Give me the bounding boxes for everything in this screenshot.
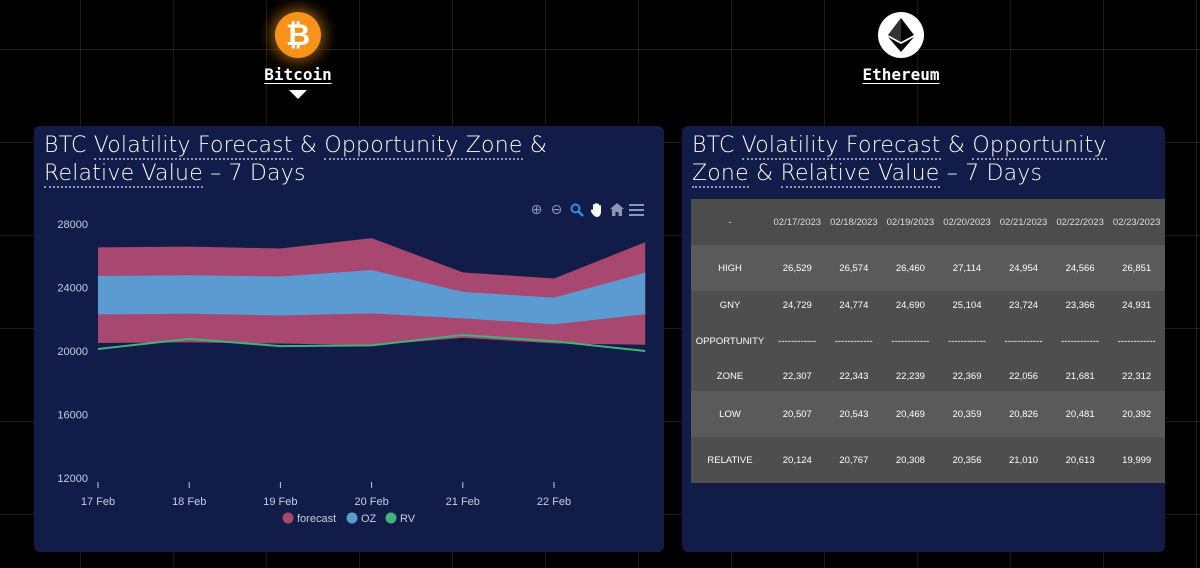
btc-forecast-chart-panel: BTC Volatility Forecast & Opportunity Zo… [34, 126, 664, 552]
table-header-date: 02/19/2023 [886, 216, 935, 228]
bitcoin-icon[interactable]: ₿ [275, 12, 321, 58]
table-cell: 20,507 [782, 408, 812, 420]
table-row-low: LOW 20,507 20,543 20,469 20,359 20,826 2… [691, 391, 1165, 437]
table-header-date: 02/18/2023 [830, 216, 878, 228]
y-tick-label: 24000 [57, 283, 88, 295]
table-cell: 20,356 [952, 454, 982, 466]
ethereum-icon[interactable] [878, 12, 924, 58]
table-header-date: 02/23/2023 [1112, 216, 1161, 228]
table-cell: 20,308 [895, 454, 925, 466]
y-tick-label: 20000 [57, 346, 88, 358]
selected-caret-icon [289, 90, 307, 99]
table-cell: 26,529 [782, 262, 812, 274]
bitcoin-selector[interactable]: ₿ Bitcoin [218, 12, 378, 99]
table-panel-title: BTC Volatility Forecast & Opportunity Zon… [692, 133, 1107, 188]
y-tick-label: 12000 [57, 473, 88, 485]
x-tick-label: 19 Feb [263, 496, 297, 508]
legend-label: OZ [361, 513, 377, 525]
x-tick-label: 20 Feb [354, 496, 388, 508]
chart-toolbar: ⊕ ⊖ [529, 201, 644, 218]
row-label: GNY OPPORTUNITY ZONE [695, 300, 765, 382]
table-cell: 19,999 [1122, 454, 1152, 466]
zoom-select-icon[interactable] [569, 202, 584, 217]
table-row-relative: RELATIVE 20,124 20,767 20,308 20,356 21,… [691, 437, 1165, 483]
forecast-table: - 02/17/2023 02/18/2023 02/19/2023 02/20… [691, 199, 1165, 483]
y-tick-label: 28000 [57, 219, 88, 231]
rv-line [97, 333, 646, 353]
table-cell: 24,690 ------------ 22,239 [891, 300, 930, 382]
legend-marker-forecast [282, 512, 294, 524]
table-cell: 23,366 ------------ 21,681 [1061, 300, 1100, 382]
zoom-out-icon[interactable]: ⊖ [550, 201, 563, 218]
volatility-chart: 12000 16000 20000 24000 28000 17 Feb 18 Feb 19 … [57, 219, 646, 525]
table-cell: 24,566 [1065, 262, 1095, 274]
table-cell: 20,613 [1065, 454, 1095, 466]
legend-marker-rv [385, 512, 397, 524]
x-tick-label: 22 Feb [537, 496, 571, 508]
table-cell: 20,543 [839, 408, 869, 420]
table-header-corner: - [728, 216, 732, 228]
btc-forecast-table-panel: BTC Volatility Forecast & Opportunity Zon… [682, 126, 1165, 552]
table-cell: 26,574 [839, 262, 869, 274]
table-cell: 24,729 ------------ 22,307 [778, 300, 817, 382]
ethereum-selector[interactable]: Ethereum [821, 12, 981, 84]
table-header-date: 02/20/2023 [943, 216, 991, 228]
y-tick-label: 16000 [57, 410, 88, 422]
table-cell: 24,774 ------------ 22,343 [834, 300, 873, 382]
table-cell: 20,392 [1122, 408, 1152, 420]
table-cell: 20,359 [952, 408, 982, 420]
bitcoin-link[interactable]: Bitcoin [264, 65, 332, 84]
row-label: HIGH [718, 262, 742, 274]
menu-icon[interactable] [629, 202, 644, 217]
table-header-row: - 02/17/2023 02/18/2023 02/19/2023 02/20… [691, 199, 1165, 245]
row-label: RELATIVE [707, 454, 753, 466]
table-row-opportunity-zone: GNY OPPORTUNITY ZONE 24,729 ------------ 2… [691, 291, 1165, 391]
table-header-date: 02/22/2023 [1056, 216, 1104, 228]
table-cell: 27,114 [952, 262, 982, 274]
table-cell: 20,481 [1065, 408, 1095, 420]
table-cell: 23,724 ------------ 22,056 [1004, 300, 1043, 382]
table-cell: 21,010 [1009, 454, 1039, 466]
x-tick-label: 21 Feb [446, 496, 480, 508]
home-reset-icon[interactable] [609, 202, 624, 217]
table-cell: 25,104 ------------ 22,369 [947, 300, 986, 382]
zoom-in-icon[interactable]: ⊕ [530, 201, 543, 218]
x-tick-label: 17 Feb [81, 496, 115, 508]
table-cell: 26,460 [895, 262, 925, 274]
oz-band [98, 269, 646, 325]
pan-hand-icon[interactable] [589, 202, 604, 217]
table-header-date: 02/17/2023 [773, 216, 822, 228]
x-tick-label: 18 Feb [172, 496, 206, 508]
legend-label: forecast [297, 513, 336, 525]
table-row-high: HIGH 26,529 26,574 26,460 27,114 24,954 … [691, 245, 1165, 291]
row-label: LOW [719, 408, 741, 420]
table-cell: 24,931 ------------ 22,312 [1117, 300, 1156, 382]
chart-panel-title: BTC Volatility Forecast & Opportunity Zo… [44, 133, 548, 188]
legend-label: RV [400, 513, 416, 525]
table-cell: 20,767 [839, 454, 869, 466]
table-cell: 20,469 [895, 408, 925, 420]
ethereum-link[interactable]: Ethereum [862, 65, 940, 84]
table-cell: 26,851 [1122, 262, 1152, 274]
table-header-date: 02/21/2023 [999, 216, 1048, 228]
table-cell: 24,954 [1009, 262, 1039, 274]
table-cell: 20,124 [782, 454, 812, 466]
table-cell: 20,826 [1009, 408, 1039, 420]
legend-marker-oz [346, 512, 358, 524]
